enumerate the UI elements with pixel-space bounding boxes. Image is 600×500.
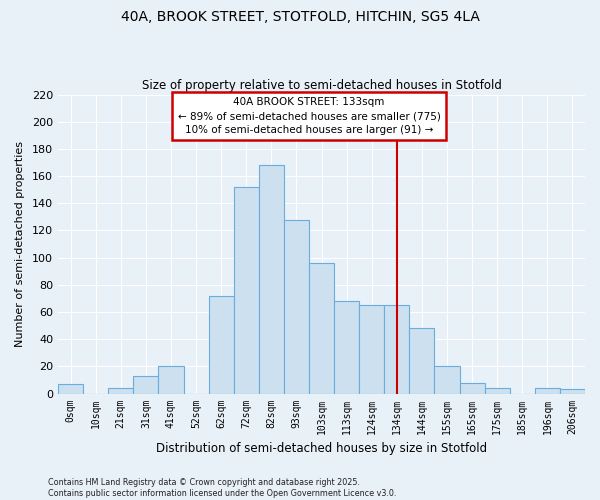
Bar <box>133 376 158 394</box>
Bar <box>485 388 510 394</box>
X-axis label: Distribution of semi-detached houses by size in Stotfold: Distribution of semi-detached houses by … <box>156 442 487 455</box>
Bar <box>560 390 585 394</box>
Bar <box>58 384 83 394</box>
Bar <box>535 388 560 394</box>
Bar <box>460 382 485 394</box>
Bar <box>158 366 184 394</box>
Bar <box>209 296 234 394</box>
Bar <box>359 305 384 394</box>
Bar <box>284 220 309 394</box>
Bar <box>334 301 359 394</box>
Title: Size of property relative to semi-detached houses in Stotfold: Size of property relative to semi-detach… <box>142 79 502 92</box>
Bar <box>108 388 133 394</box>
Y-axis label: Number of semi-detached properties: Number of semi-detached properties <box>15 141 25 347</box>
Bar <box>384 305 409 394</box>
Text: Contains HM Land Registry data © Crown copyright and database right 2025.
Contai: Contains HM Land Registry data © Crown c… <box>48 478 397 498</box>
Bar <box>234 187 259 394</box>
Bar <box>409 328 434 394</box>
Bar <box>309 263 334 394</box>
Bar <box>259 165 284 394</box>
Bar <box>434 366 460 394</box>
Text: 40A BROOK STREET: 133sqm
← 89% of semi-detached houses are smaller (775)
10% of : 40A BROOK STREET: 133sqm ← 89% of semi-d… <box>178 98 440 136</box>
Text: 40A, BROOK STREET, STOTFOLD, HITCHIN, SG5 4LA: 40A, BROOK STREET, STOTFOLD, HITCHIN, SG… <box>121 10 479 24</box>
